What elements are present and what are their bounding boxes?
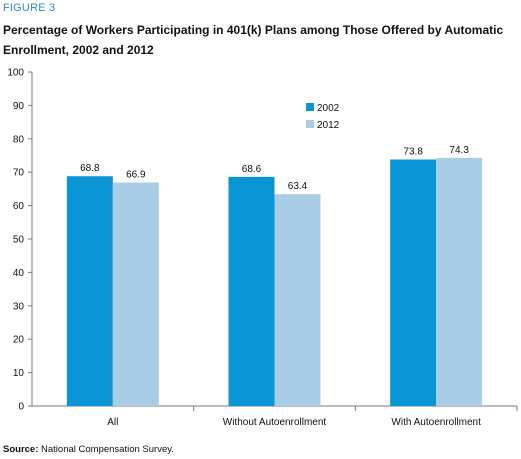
y-tick-label: 0 <box>18 402 24 413</box>
source-text: National Compensation Survey. <box>41 444 174 455</box>
legend-swatch-2002 <box>306 103 314 111</box>
y-tick-label: 80 <box>13 134 25 145</box>
y-tick-label: 90 <box>13 101 25 112</box>
y-tick-label: 50 <box>13 235 25 246</box>
data-label: 73.8 <box>403 147 423 158</box>
x-category-label: All <box>107 417 118 428</box>
y-tick-label: 100 <box>7 68 24 79</box>
figure-label: FIGURE 3 <box>3 2 56 14</box>
y-tick-label: 70 <box>13 168 25 179</box>
legend-label-2012: 2012 <box>317 120 340 131</box>
x-category-label: With Autoenrollment <box>391 417 481 428</box>
bar-2012 <box>436 157 483 406</box>
chart-title: Percentage of Workers Participating in 4… <box>3 23 504 57</box>
source-note: Source: National Compensation Survey. <box>3 444 174 455</box>
bar-2002 <box>66 176 113 406</box>
x-category-label: Without Autoenrollment <box>223 417 327 428</box>
bar-2002 <box>390 159 437 406</box>
legend-swatch-2012 <box>306 120 314 128</box>
legend-label-2002: 2002 <box>317 103 340 114</box>
data-label: 66.9 <box>126 170 146 181</box>
y-tick-label: 30 <box>13 301 25 312</box>
y-tick-label: 60 <box>13 201 25 212</box>
y-tick-label: 20 <box>13 335 25 346</box>
bar-2012 <box>274 194 321 406</box>
data-label: 74.3 <box>449 145 469 156</box>
source-label: Source: <box>3 444 39 455</box>
data-label: 68.8 <box>80 163 100 174</box>
data-label: 63.4 <box>288 181 308 192</box>
bar-2002 <box>228 176 275 406</box>
data-label: 68.6 <box>242 164 262 175</box>
y-tick-label: 40 <box>13 268 25 279</box>
bar-chart: 0 10 20 30 40 50 60 70 80 90 100 68.8 66.9 All 68.6 63.… <box>7 68 518 428</box>
bar-2012 <box>112 182 159 406</box>
y-tick-label: 10 <box>13 368 25 379</box>
